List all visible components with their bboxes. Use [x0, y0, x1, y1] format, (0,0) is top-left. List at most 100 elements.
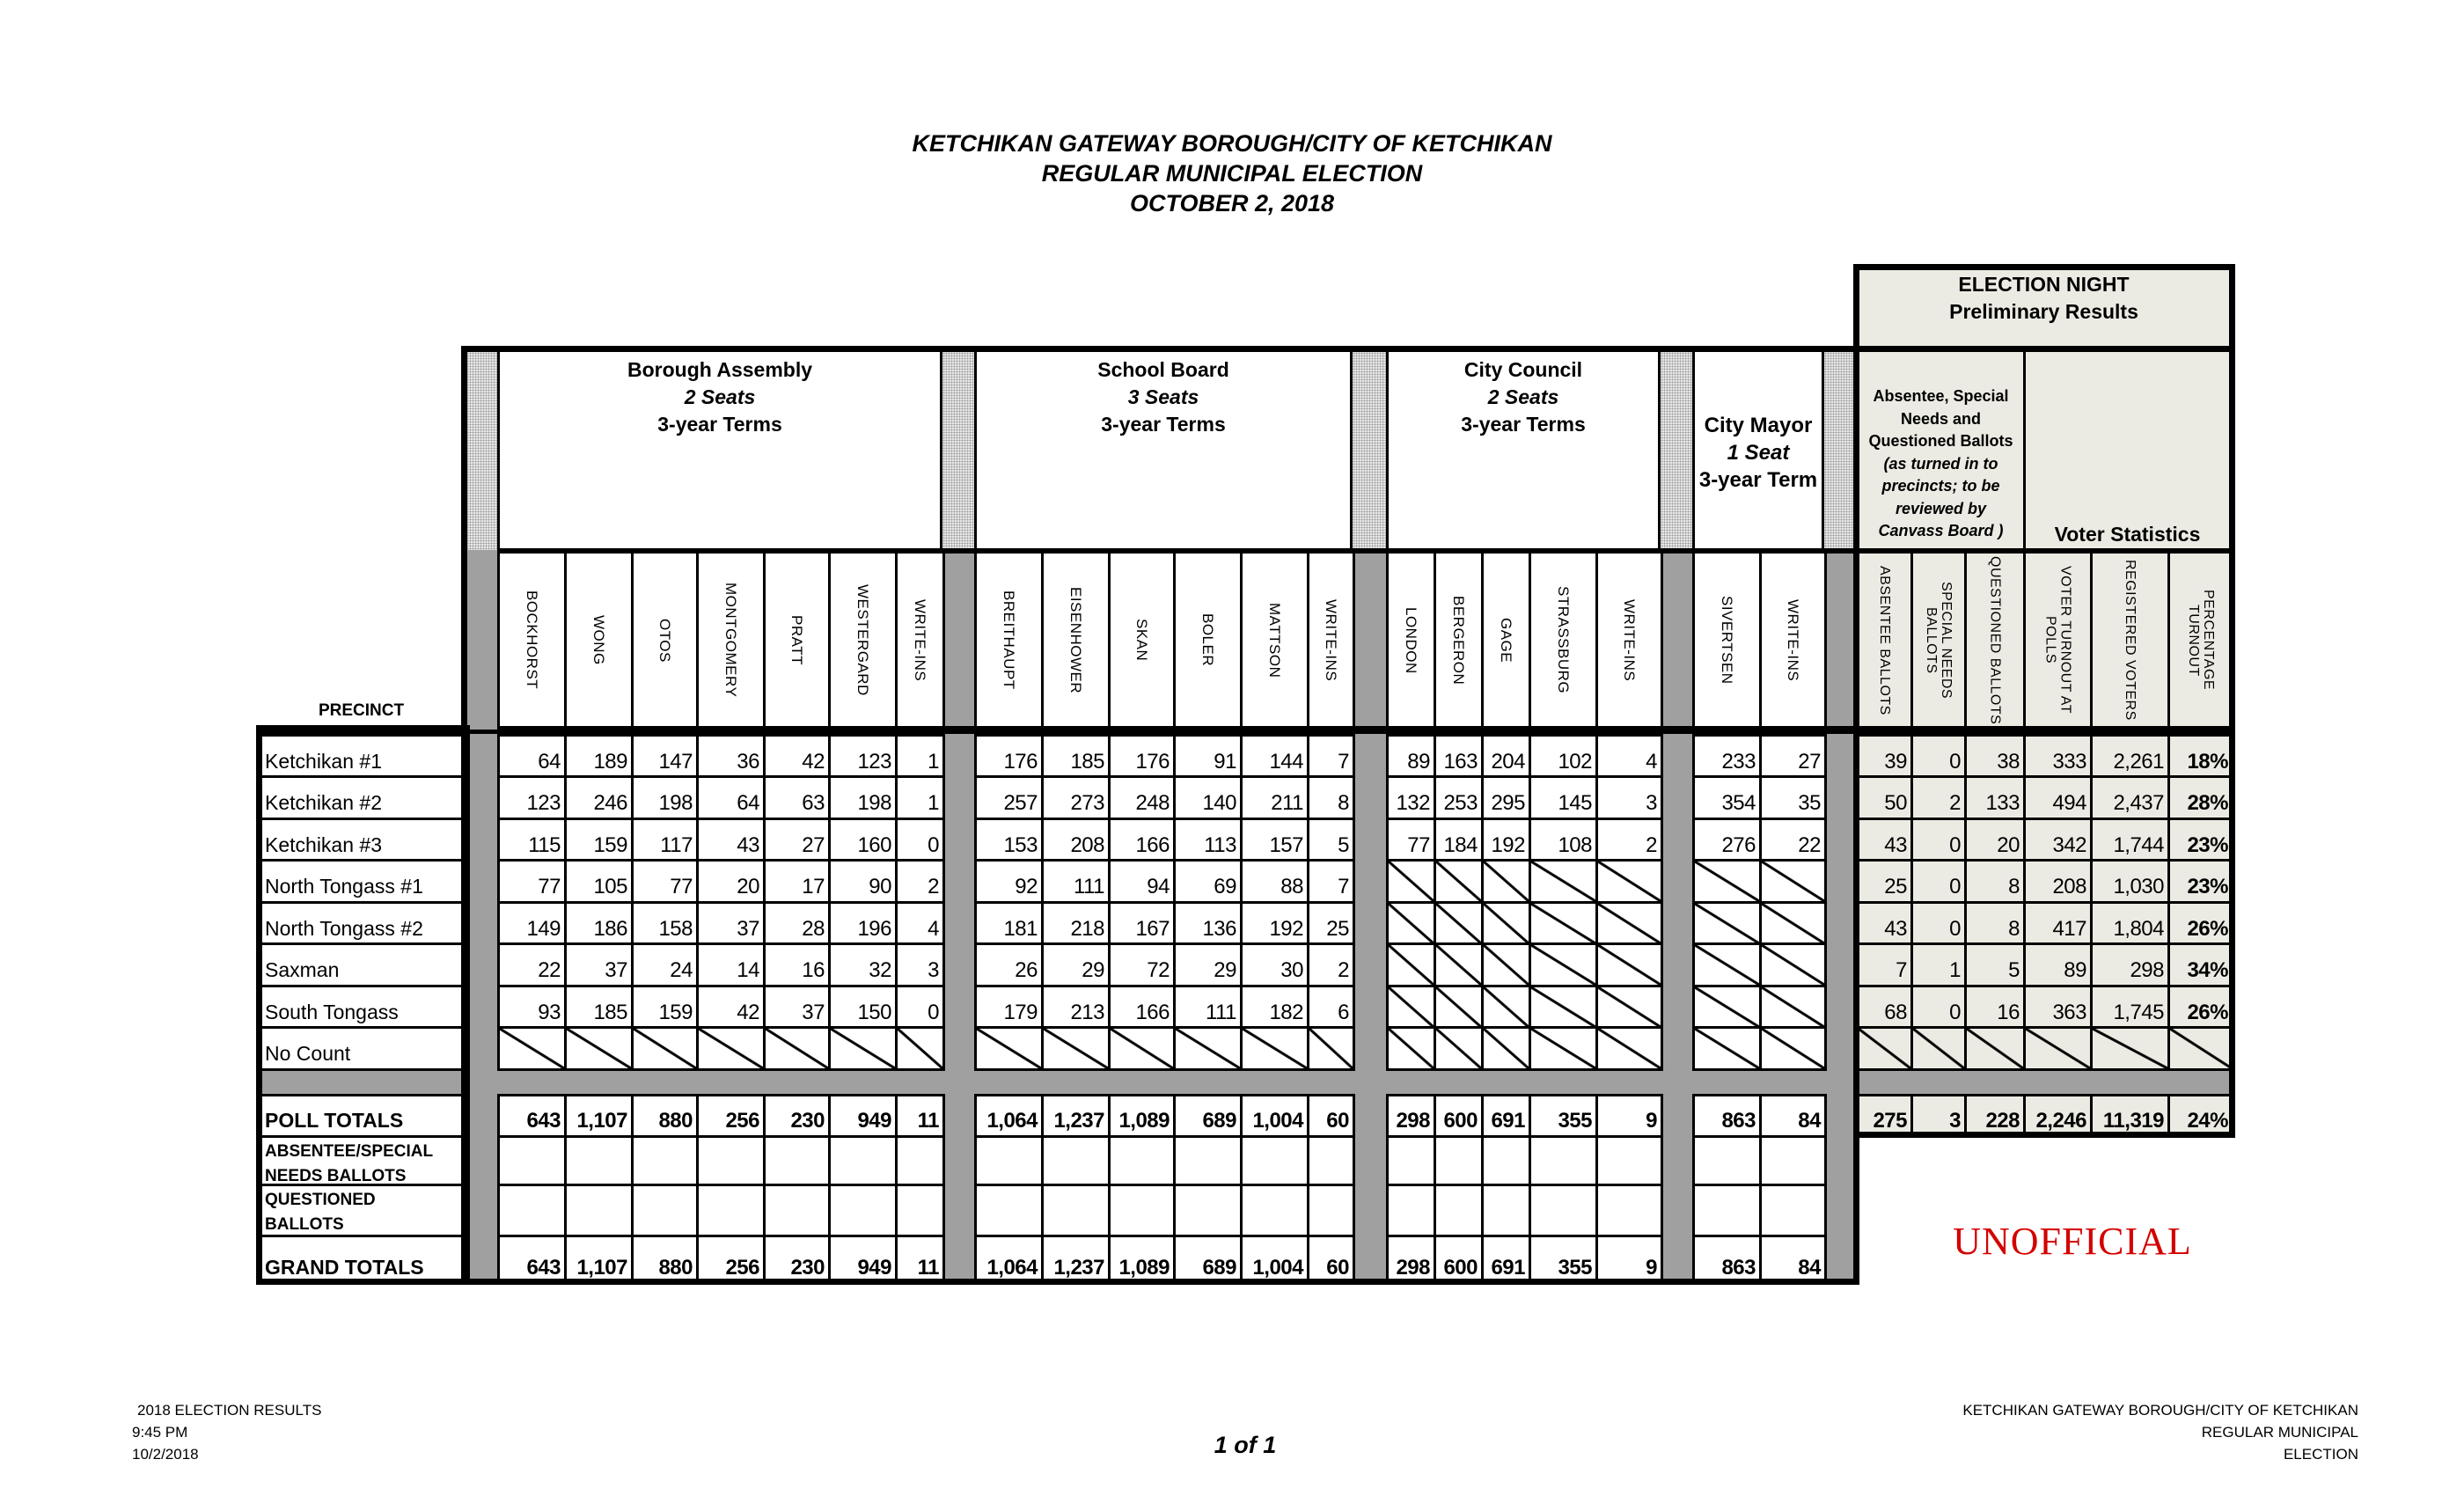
candidate-header: BOLER [1173, 550, 1243, 730]
candidate-header: GAGE [1481, 550, 1531, 730]
vote-count-cell: 108 [1529, 818, 1598, 862]
candidate-header: BOCKHORST [497, 550, 567, 730]
poll-total-cell: 3 [1910, 1094, 1967, 1138]
vote-count-cell: 63 [763, 775, 831, 820]
vote-count-cell: 208 [2023, 859, 2093, 904]
grand-total-cell: 1,004 [1240, 1235, 1309, 1285]
empty-entry-cell [1529, 1135, 1598, 1186]
vote-count-cell: 105 [564, 859, 634, 904]
vote-count-cell: 295 [1481, 775, 1531, 820]
vote-count-cell: 133 [1964, 775, 2026, 820]
no-data-cell [1759, 942, 1827, 987]
precinct-name: No Count [259, 1026, 466, 1071]
race-header-borough-assembly: Borough Assembly 2 Seats 3-year Terms [497, 349, 942, 553]
vote-count-cell: 102 [1529, 734, 1598, 779]
empty-entry-cell [1529, 1184, 1598, 1237]
vote-count-cell: 8 [1964, 901, 2026, 946]
vote-count-cell: 159 [631, 985, 699, 1030]
poll-total-cell: 256 [696, 1094, 766, 1138]
vote-count-cell: 29 [1173, 942, 1243, 987]
empty-entry-cell [1595, 1184, 1663, 1237]
no-data-cell [1240, 1026, 1309, 1071]
empty-entry-cell [1386, 1135, 1436, 1186]
empty-entry-cell [1692, 1184, 1762, 1237]
vote-count-cell: 77 [1386, 818, 1436, 862]
vote-count-cell: 204 [1481, 734, 1531, 779]
election-night-title: ELECTION NIGHT [1958, 273, 2130, 296]
vote-count-cell: 43 [1856, 901, 1913, 946]
vote-count-cell: 43 [1856, 818, 1913, 862]
footer-left: 2018 ELECTION RESULTS 9:45 PM 10/2/2018 [132, 1399, 321, 1465]
race-seats: 1 Seat [1727, 441, 1790, 465]
vote-count-cell: 253 [1434, 775, 1484, 820]
empty-entry-cell [1692, 1135, 1762, 1186]
vote-count-cell: 113 [1173, 818, 1243, 862]
stat-column-header: PERCENTAGE TURNOUT [2167, 550, 2234, 730]
empty-entry-cell [1108, 1184, 1176, 1237]
divider [497, 548, 2232, 554]
title-line: OCTOBER 2, 2018 [1129, 190, 1335, 216]
no-data-cell [1481, 901, 1531, 946]
vote-count-cell: 196 [828, 901, 898, 946]
vote-count-cell: 23% [2167, 859, 2234, 904]
no-data-cell [1434, 942, 1484, 987]
poll-total-cell: 1,089 [1108, 1094, 1176, 1138]
footer-org: KETCHIKAN GATEWAY BOROUGH/CITY OF KETCHI… [1962, 1402, 2358, 1419]
candidate-header: WRITE-INS [1759, 550, 1827, 730]
vote-count-cell: 77 [631, 859, 699, 904]
grand-total-cell: 600 [1434, 1235, 1484, 1285]
vote-count-cell: 29 [1041, 942, 1111, 987]
grand-total-cell: 256 [696, 1235, 766, 1285]
race-header-city-mayor: City Mayor 1 Seat 3-year Term [1692, 349, 1824, 553]
vote-count-cell: 26% [2167, 985, 2234, 1030]
empty-entry-cell [696, 1135, 766, 1186]
no-data-cell [2167, 1026, 2234, 1071]
vote-count-cell: 25 [1307, 901, 1355, 946]
empty-entry-cell [1759, 1184, 1827, 1237]
title-line: REGULAR MUNICIPAL ELECTION [1041, 160, 1423, 187]
no-data-cell [1386, 985, 1436, 1030]
vote-count-cell: 30 [1240, 942, 1309, 987]
precinct-name: Saxman [259, 942, 466, 987]
vote-count-cell: 158 [631, 901, 699, 946]
poll-total-cell: 228 [1964, 1094, 2026, 1138]
race-title: City Mayor [1704, 414, 1813, 437]
separator-column [1661, 550, 1692, 1285]
empty-entry-cell [1481, 1135, 1531, 1186]
poll-total-cell: 691 [1481, 1094, 1531, 1138]
vote-count-cell: 2 [895, 859, 945, 904]
poll-totals-label: POLL TOTALS [259, 1094, 466, 1138]
empty-entry-cell [828, 1135, 898, 1186]
empty-entry-cell [1173, 1184, 1243, 1237]
no-data-cell [1434, 901, 1484, 946]
vote-count-cell: 417 [2023, 901, 2093, 946]
questioned-row-label: QUESTIONED BALLOTS [259, 1184, 466, 1237]
empty-entry-cell [1041, 1135, 1111, 1186]
no-data-cell [1692, 985, 1762, 1030]
poll-total-cell: 84 [1759, 1094, 1827, 1138]
no-data-cell [1386, 859, 1436, 904]
precinct-name: Ketchikan #2 [259, 775, 466, 820]
vote-count-cell: 115 [497, 818, 567, 862]
vote-count-cell: 0 [1910, 859, 1967, 904]
empty-entry-cell [1595, 1135, 1663, 1186]
vote-count-cell: 189 [564, 734, 634, 779]
vote-count-cell: 91 [1173, 734, 1243, 779]
vote-count-cell: 1,804 [2090, 901, 2170, 946]
grand-total-cell: 298 [1386, 1235, 1436, 1285]
empty-entry-cell [497, 1184, 567, 1237]
vote-count-cell: 14 [696, 942, 766, 987]
poll-total-cell: 230 [763, 1094, 831, 1138]
separator-column [1353, 550, 1386, 1285]
election-night-header: ELECTION NIGHT Preliminary Results [1856, 267, 2232, 352]
empty-entry-cell [1759, 1135, 1827, 1186]
vote-count-cell: 0 [895, 818, 945, 862]
vote-count-cell: 28% [2167, 775, 2234, 820]
no-data-cell [1759, 901, 1827, 946]
vote-count-cell: 94 [1108, 859, 1176, 904]
vote-count-cell: 22 [1759, 818, 1827, 862]
precinct-name: North Tongass #1 [259, 859, 466, 904]
grand-total-cell: 949 [828, 1235, 898, 1285]
vote-count-cell: 176 [974, 734, 1044, 779]
race-title: Borough Assembly [627, 358, 812, 381]
